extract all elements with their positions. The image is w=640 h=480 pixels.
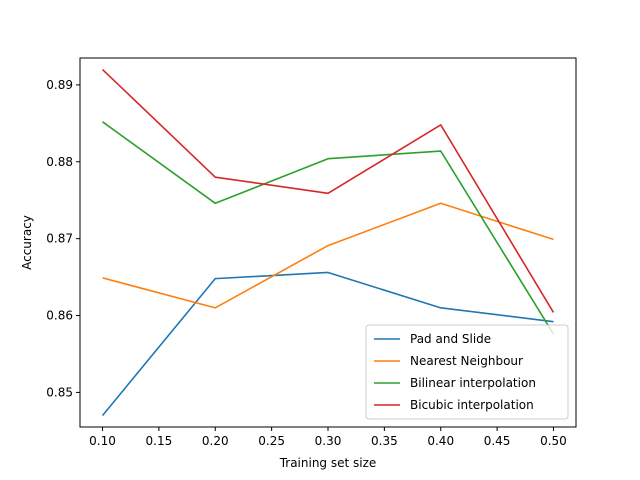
x-tick-label: 0.50 <box>540 434 567 448</box>
x-tick-label: 0.40 <box>427 434 454 448</box>
x-tick-label: 0.35 <box>371 434 398 448</box>
y-axis-label: Accuracy <box>20 215 34 270</box>
y-axis: 0.85 0.86 0.87 0.88 0.89 <box>46 78 80 399</box>
x-tick-label: 0.15 <box>146 434 173 448</box>
x-tick-label: 0.20 <box>202 434 229 448</box>
x-tick-label: 0.25 <box>258 434 285 448</box>
y-tick-label: 0.86 <box>46 309 73 323</box>
x-tick-label: 0.30 <box>315 434 342 448</box>
legend-label: Nearest Neighbour <box>410 354 523 368</box>
x-axis: 0.10 0.15 0.20 0.25 0.30 0.35 0.40 0.45 0.50 <box>89 427 567 448</box>
x-tick-label: 0.45 <box>484 434 511 448</box>
series-line-4 <box>101 68 555 313</box>
x-axis-label: Training set size <box>279 456 377 470</box>
y-tick-label: 0.85 <box>46 385 73 399</box>
series-line-2 <box>102 202 554 309</box>
x-tick-label: 0.10 <box>89 434 116 448</box>
legend-box <box>365 324 569 420</box>
series-line-1 <box>101 271 554 416</box>
y-tick-label: 0.89 <box>46 78 73 92</box>
legend-label: Bilinear interpolation <box>410 376 536 390</box>
legend-label: Pad and Slide <box>410 332 491 346</box>
series-layer <box>101 68 555 416</box>
series-line-3 <box>102 121 555 335</box>
y-tick-label: 0.88 <box>46 155 73 169</box>
legend-label: Bicubic interpolation <box>410 398 534 412</box>
y-tick-label: 0.87 <box>46 232 73 246</box>
legend: Pad and Slide Nearest Neighbour Bilinear i… <box>365 324 569 420</box>
